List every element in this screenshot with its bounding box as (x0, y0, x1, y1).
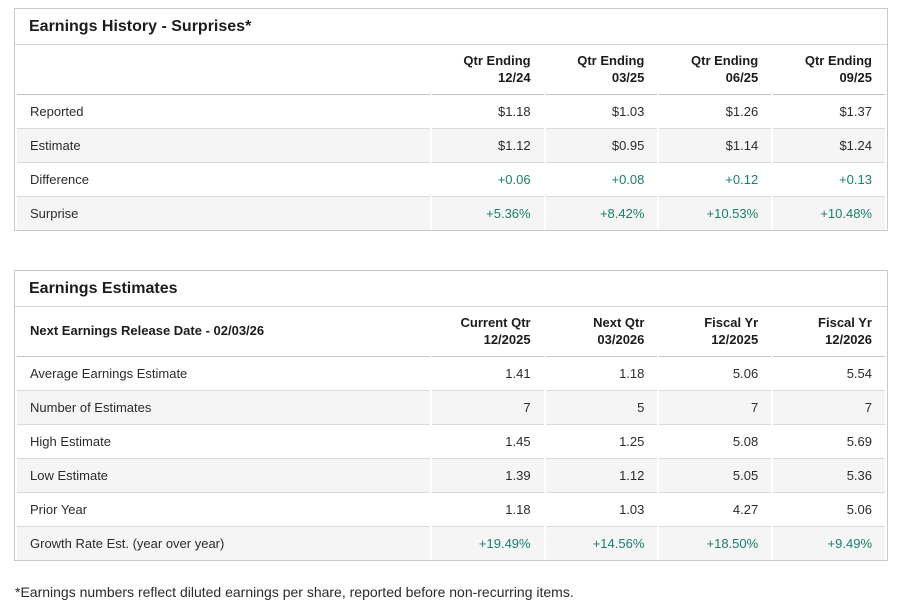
column-header: Next Qtr 03/2026 (545, 307, 658, 357)
table-row: Difference +0.06 +0.08 +0.12 +0.13 (17, 162, 885, 197)
earnings-estimates-section: Earnings Estimates Next Earnings Release… (14, 269, 888, 561)
header-row: Next Earnings Release Date - 02/03/26 Cur… (17, 307, 885, 357)
column-header: Qtr Ending 09/25 (773, 45, 885, 95)
cell-value: +19.49% (431, 526, 544, 560)
cell-value: 1.03 (545, 492, 658, 527)
cell-value: 1.18 (431, 492, 544, 527)
row-label: Low Estimate (17, 458, 430, 493)
cell-value: 5.08 (659, 424, 772, 459)
cell-value: 1.18 (545, 356, 658, 391)
cell-value: 5.06 (659, 356, 772, 391)
row-label: Number of Estimates (17, 390, 430, 425)
cell-value: 1.39 (431, 458, 544, 493)
row-label-header (17, 45, 430, 95)
cell-value: $1.24 (773, 128, 885, 163)
earnings-history-body: Reported $1.18 $1.03 $1.26 $1.37 Estimate $1.1… (17, 94, 885, 230)
table-row: High Estimate 1.45 1.25 5.08 5.69 (17, 424, 885, 459)
cell-value: $1.26 (659, 94, 772, 129)
cell-value: +0.12 (659, 162, 772, 197)
table-row: Prior Year 1.18 1.03 4.27 5.06 (17, 492, 885, 527)
cell-value: 5.06 (773, 492, 885, 527)
next-earnings-release-date: Next Earnings Release Date - 02/03/26 (17, 307, 430, 357)
cell-value: $1.12 (431, 128, 544, 163)
column-header: Fiscal Yr 12/2026 (773, 307, 885, 357)
cell-value: 7 (773, 390, 885, 425)
cell-value: +5.36% (431, 196, 544, 230)
cell-value: +18.50% (659, 526, 772, 560)
row-label: Prior Year (17, 492, 430, 527)
cell-value: $1.18 (431, 94, 544, 129)
earnings-estimates-header: Next Earnings Release Date - 02/03/26 Cur… (17, 307, 885, 357)
footnote-text: *Earnings numbers reflect diluted earnin… (15, 583, 574, 600)
table-row: Average Earnings Estimate 1.41 1.18 5.06 5.5… (17, 356, 885, 391)
cell-value: +10.48% (773, 196, 885, 230)
cell-value: $1.14 (659, 128, 772, 163)
cell-value: 1.25 (545, 424, 658, 459)
cell-value: 5 (545, 390, 658, 425)
cell-value: 1.12 (545, 458, 658, 493)
earnings-estimates-table: Next Earnings Release Date - 02/03/26 Cur… (15, 307, 887, 560)
header-row: Qtr Ending 12/24 Qtr Ending 03/25 Qtr Ending… (17, 45, 885, 95)
column-header: Qtr Ending 12/24 (431, 45, 544, 95)
cell-value: 4.27 (659, 492, 772, 527)
cell-value: +8.42% (545, 196, 658, 230)
cell-value: +14.56% (545, 526, 658, 560)
cell-value: 1.41 (431, 356, 544, 391)
cell-value: +0.08 (545, 162, 658, 197)
row-label: Growth Rate Est. (year over year) (17, 526, 430, 560)
cell-value: $1.37 (773, 94, 885, 129)
cell-value: 1.45 (431, 424, 544, 459)
row-label: Surprise (17, 196, 430, 230)
cell-value: 5.54 (773, 356, 885, 391)
earnings-history-header: Qtr Ending 12/24 Qtr Ending 03/25 Qtr Ending… (17, 45, 885, 95)
cell-value: 5.05 (659, 458, 772, 493)
row-label: Difference (17, 162, 430, 197)
table-row: Low Estimate 1.39 1.12 5.05 5.36 (17, 458, 885, 493)
row-label: Average Earnings Estimate (17, 356, 430, 391)
earnings-estimates-title: Earnings Estimates (15, 271, 887, 307)
row-label: Estimate (17, 128, 430, 163)
table-row: Growth Rate Est. (year over year) +19.49%… (17, 526, 885, 560)
table-row: Reported $1.18 $1.03 $1.26 $1.37 (17, 94, 885, 129)
cell-value: +10.53% (659, 196, 772, 230)
column-header: Fiscal Yr 12/2025 (659, 307, 772, 357)
table-row: Number of Estimates 7 5 7 7 (17, 390, 885, 425)
table-row: Surprise +5.36% +8.42% +10.53% +10.48% (17, 196, 885, 230)
cell-value: $1.03 (545, 94, 658, 129)
column-header: Qtr Ending 03/25 (545, 45, 658, 95)
cell-value: 7 (431, 390, 544, 425)
earnings-estimates-body: Average Earnings Estimate 1.41 1.18 5.06 5.5… (17, 356, 885, 560)
cell-value: 5.69 (773, 424, 885, 459)
row-label: Reported (17, 94, 430, 129)
earnings-history-section: Earnings History - Surprises* Qtr Ending… (14, 8, 888, 231)
table-row: Estimate $1.12 $0.95 $1.14 $1.24 (17, 128, 885, 163)
cell-value: 7 (659, 390, 772, 425)
cell-value: +0.06 (431, 162, 544, 197)
cell-value: +9.49% (773, 526, 885, 560)
column-header: Qtr Ending 06/25 (659, 45, 772, 95)
cell-value: +0.13 (773, 162, 885, 197)
cell-value: $0.95 (545, 128, 658, 163)
earnings-history-table: Qtr Ending 12/24 Qtr Ending 03/25 Qtr Ending… (15, 45, 887, 230)
column-header: Current Qtr 12/2025 (431, 307, 544, 357)
cell-value: 5.36 (773, 458, 885, 493)
earnings-history-title: Earnings History - Surprises* (15, 9, 887, 45)
row-label: High Estimate (17, 424, 430, 459)
